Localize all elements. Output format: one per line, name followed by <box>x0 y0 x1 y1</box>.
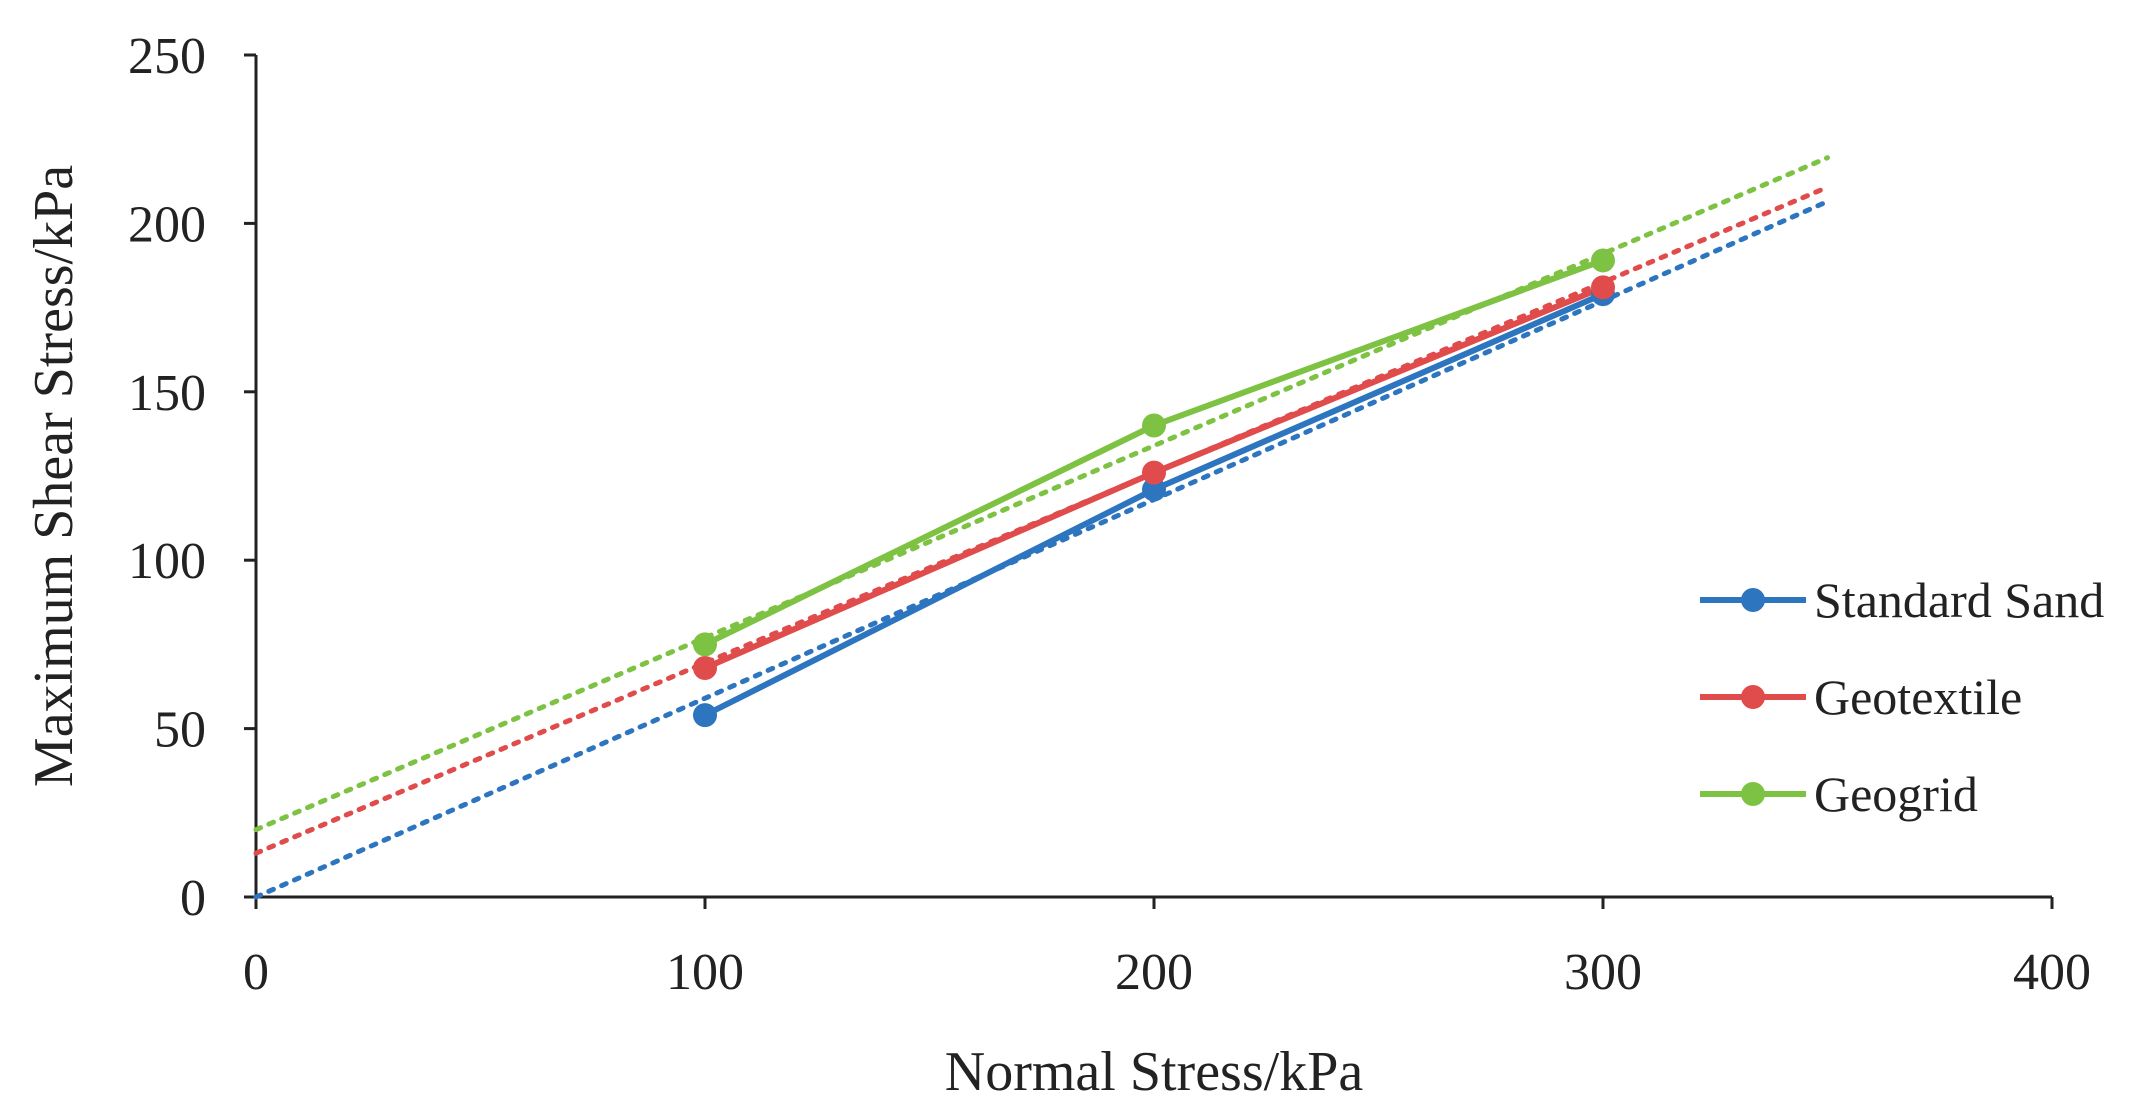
data-series <box>693 248 1615 728</box>
y-tick-label: 200 <box>128 196 206 253</box>
trendline <box>253 199 1830 900</box>
ticks: 0 100 200 300 400 0 50 100 150 200 250 <box>128 28 2091 1001</box>
legend-item: Geotextile <box>1700 669 2022 725</box>
data-point <box>1142 460 1166 485</box>
x-tick-label: 0 <box>243 944 269 1001</box>
x-tick-label: 300 <box>1564 944 1642 1001</box>
legend-item: Geogrid <box>1700 766 1978 822</box>
y-tick-label: 50 <box>154 702 206 759</box>
legend-marker <box>1741 588 1765 612</box>
x-tick-label: 200 <box>1115 944 1193 1001</box>
legend-marker <box>1741 782 1765 806</box>
trendline <box>253 155 1830 833</box>
legend-label: Standard Sand <box>1814 572 2104 628</box>
trendlines <box>253 155 1830 900</box>
legend-item: Standard Sand <box>1700 572 2104 628</box>
data-point <box>1142 477 1166 502</box>
x-axis-title: Normal Stress/kPa <box>945 1041 1364 1103</box>
data-point <box>1591 248 1615 273</box>
legend: Standard Sand Geotextile Geogrid <box>1700 572 2104 822</box>
data-point <box>693 703 717 728</box>
data-point <box>1142 413 1166 438</box>
y-axis-title: Maximum Shear Stress/kPa <box>23 165 85 787</box>
legend-label: Geotextile <box>1814 669 2022 725</box>
y-tick-label: 250 <box>128 28 206 85</box>
series-line <box>703 291 1605 718</box>
x-tick-label: 400 <box>2013 944 2091 1001</box>
y-tick-label: 150 <box>128 365 206 422</box>
data-point <box>1591 275 1615 300</box>
legend-marker <box>1741 685 1765 709</box>
x-tick-label: 100 <box>666 944 744 1001</box>
legend-label: Geogrid <box>1814 766 1978 822</box>
data-point <box>693 655 717 680</box>
y-tick-label: 100 <box>128 533 206 590</box>
data-point <box>693 632 717 657</box>
y-tick-label: 0 <box>180 870 206 927</box>
series-line <box>703 257 1605 648</box>
